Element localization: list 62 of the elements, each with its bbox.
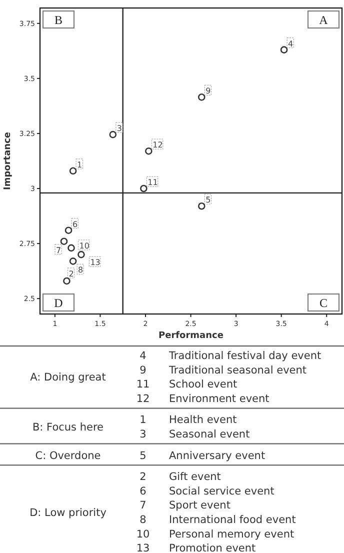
text: Traditional festival day event xyxy=(168,350,322,362)
annotation: B xyxy=(54,13,63,27)
annotation: 6 xyxy=(72,220,78,229)
annotation: C xyxy=(319,296,328,310)
text: International food event xyxy=(169,514,296,526)
annotation: 11 xyxy=(148,178,158,188)
y-axis-title: Importance xyxy=(3,132,13,190)
text: Traditional seasonal event xyxy=(168,364,307,376)
annotation: 4 xyxy=(288,39,294,48)
text: 9 xyxy=(140,364,146,376)
text: 1 xyxy=(140,414,146,426)
text: 8 xyxy=(140,514,146,526)
category-label: B: Focus here xyxy=(32,422,104,434)
annotation: 1 xyxy=(77,160,82,170)
text: 5 xyxy=(140,450,146,462)
point xyxy=(69,167,77,175)
text: Seasonal event xyxy=(169,428,250,440)
text: 3 xyxy=(140,428,146,440)
point xyxy=(198,94,206,101)
point xyxy=(140,184,148,192)
text: Health event xyxy=(169,414,237,426)
point xyxy=(69,258,77,265)
text: 4 xyxy=(140,350,146,362)
text: Social service event xyxy=(169,485,274,498)
category-label: C: Overdone xyxy=(35,450,101,462)
point xyxy=(64,226,72,234)
annotation: A xyxy=(319,13,328,27)
text: Environment event xyxy=(169,392,270,405)
text: Promotion event xyxy=(169,542,256,553)
point xyxy=(78,250,85,258)
annotation: 8 xyxy=(78,266,84,275)
text: 7 xyxy=(140,500,146,512)
annotation: 5 xyxy=(206,196,211,205)
annotation: 10 xyxy=(79,241,90,250)
annotation: 12 xyxy=(152,140,163,150)
text: 10 xyxy=(136,528,150,540)
text: 12 xyxy=(136,392,150,405)
text: Anniversary event xyxy=(169,450,266,462)
text: Gift event xyxy=(169,471,221,484)
annotation: 2 xyxy=(68,269,74,278)
annotation: 9 xyxy=(206,86,211,96)
annotation: 7 xyxy=(56,246,62,255)
point xyxy=(60,238,68,246)
point xyxy=(68,244,75,252)
text: School event xyxy=(169,378,238,391)
point xyxy=(109,130,117,138)
point xyxy=(280,46,288,54)
category-label: A: Doing great xyxy=(30,372,106,384)
point xyxy=(63,277,70,285)
x-axis-title: Performance xyxy=(158,331,224,341)
annotation: 3 xyxy=(116,124,122,134)
point xyxy=(145,147,152,155)
text: 2 xyxy=(140,471,146,484)
text: 11 xyxy=(136,378,150,391)
text: Personal memory event xyxy=(169,528,294,540)
point xyxy=(198,202,206,210)
text: 6 xyxy=(140,485,146,498)
text: 13 xyxy=(136,542,150,553)
annotation: 13 xyxy=(90,258,100,268)
text: Sport event xyxy=(169,500,230,512)
annotation: D xyxy=(54,296,64,310)
category-label: D: Low priority xyxy=(30,507,106,519)
